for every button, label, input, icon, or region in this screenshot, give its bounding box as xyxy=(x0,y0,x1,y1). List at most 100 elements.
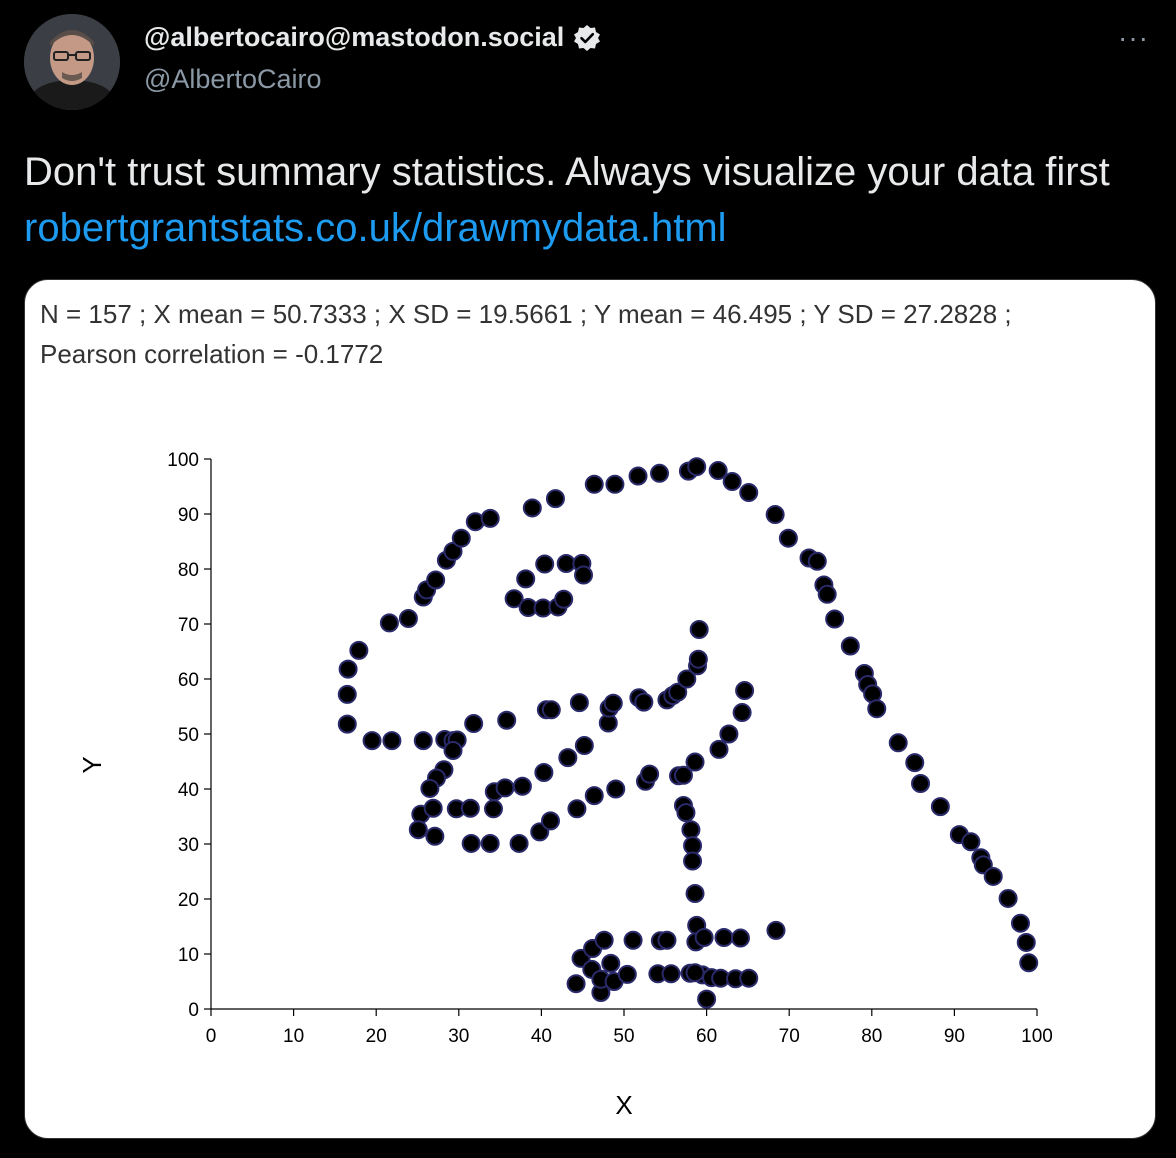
data-point xyxy=(688,649,708,669)
data-point xyxy=(673,765,693,785)
data-point xyxy=(425,826,445,846)
data-point xyxy=(534,763,554,782)
data-point xyxy=(556,554,576,573)
user-avatar[interactable] xyxy=(24,14,120,110)
data-point xyxy=(650,463,670,483)
data-point xyxy=(685,752,705,772)
data-point xyxy=(911,774,931,793)
data-point xyxy=(569,693,589,713)
data-point xyxy=(778,528,798,548)
data-point xyxy=(541,700,561,720)
data-point xyxy=(408,820,428,840)
avatar-image xyxy=(24,14,120,110)
data-point xyxy=(683,851,703,871)
data-point xyxy=(464,714,484,734)
x-tick-label: 30 xyxy=(448,1026,469,1047)
data-point xyxy=(512,776,532,796)
data-point xyxy=(349,640,369,660)
data-point xyxy=(685,884,705,903)
data-point xyxy=(337,684,357,704)
data-point xyxy=(594,930,614,950)
data-point xyxy=(722,472,742,492)
more-options-icon[interactable]: ··· xyxy=(1118,22,1149,53)
x-axis-label: X xyxy=(615,1090,632,1120)
y-tick-label: 50 xyxy=(178,725,199,746)
data-point xyxy=(567,799,587,819)
data-point xyxy=(566,974,586,994)
data-point xyxy=(687,457,707,477)
data-point xyxy=(697,989,717,1009)
data-point xyxy=(545,489,565,509)
data-point xyxy=(497,710,517,730)
data-point xyxy=(574,565,594,585)
data-point xyxy=(509,833,529,853)
data-point xyxy=(694,928,714,947)
stats-line-1: N = 157 ; X mean = 50.7333 ; X SD = 19.5… xyxy=(40,299,1012,329)
data-point xyxy=(661,964,681,984)
user-handle[interactable]: @AlbertoCairo xyxy=(144,64,322,94)
data-point xyxy=(338,659,358,679)
y-tick-label: 100 xyxy=(167,450,199,471)
data-point xyxy=(584,786,604,806)
data-point xyxy=(905,753,925,773)
data-point xyxy=(535,554,555,574)
data-point xyxy=(423,798,443,818)
data-point xyxy=(735,681,755,701)
data-point xyxy=(601,953,621,973)
y-tick-label: 40 xyxy=(178,780,199,801)
data-point xyxy=(765,505,785,525)
data-point xyxy=(584,474,604,494)
data-point xyxy=(522,498,542,518)
data-point xyxy=(460,798,480,818)
data-point xyxy=(398,609,418,628)
verified-badge-icon xyxy=(574,24,601,51)
summary-statistics: N = 157 ; X mean = 50.7333 ; X SD = 19.5… xyxy=(40,294,1155,374)
y-tick-label: 30 xyxy=(178,835,199,856)
x-tick-label: 0 xyxy=(206,1026,217,1047)
data-point xyxy=(983,866,1003,886)
data-point xyxy=(961,832,981,852)
data-point xyxy=(634,692,654,712)
data-point xyxy=(1010,913,1030,933)
data-point xyxy=(1016,932,1036,952)
data-point xyxy=(730,928,750,948)
data-point xyxy=(677,669,697,689)
data-point xyxy=(628,466,648,486)
x-tick-label: 90 xyxy=(944,1026,965,1047)
data-point xyxy=(807,551,827,571)
data-point xyxy=(617,964,637,984)
display-name[interactable]: @albertocairo@mastodon.social xyxy=(144,22,565,52)
data-point xyxy=(689,620,709,639)
stats-line-2: Pearson correlation = -0.1772 xyxy=(40,339,384,369)
data-point xyxy=(623,930,643,950)
y-tick-label: 20 xyxy=(178,890,199,911)
data-point xyxy=(685,963,705,983)
tweet-link[interactable]: robertgrantstats.co.uk/drawmydata.html xyxy=(24,206,727,250)
data-point xyxy=(714,928,734,947)
data-point xyxy=(574,736,594,756)
data-point xyxy=(451,528,471,548)
data-point xyxy=(480,508,500,528)
x-tick-label: 40 xyxy=(531,1026,552,1047)
data-point xyxy=(379,613,399,633)
data-point xyxy=(930,797,950,817)
data-point xyxy=(420,778,440,798)
data-point xyxy=(888,733,908,753)
data-point xyxy=(817,584,837,604)
media-image-card[interactable]: N = 157 ; X mean = 50.7333 ; X SD = 19.5… xyxy=(24,279,1156,1139)
data-point xyxy=(998,888,1018,908)
data-point xyxy=(483,799,503,819)
x-tick-label: 10 xyxy=(283,1026,304,1047)
data-point xyxy=(558,748,578,768)
data-point xyxy=(825,609,845,629)
data-point xyxy=(681,820,701,840)
x-tick-label: 70 xyxy=(779,1026,800,1047)
x-tick-label: 60 xyxy=(696,1026,717,1047)
data-point xyxy=(461,833,481,853)
data-point xyxy=(709,739,729,759)
x-tick-label: 80 xyxy=(861,1026,882,1047)
data-point xyxy=(426,570,446,590)
y-axis-label: Y xyxy=(77,756,107,773)
data-point xyxy=(504,589,524,609)
y-tick-label: 70 xyxy=(178,615,199,636)
